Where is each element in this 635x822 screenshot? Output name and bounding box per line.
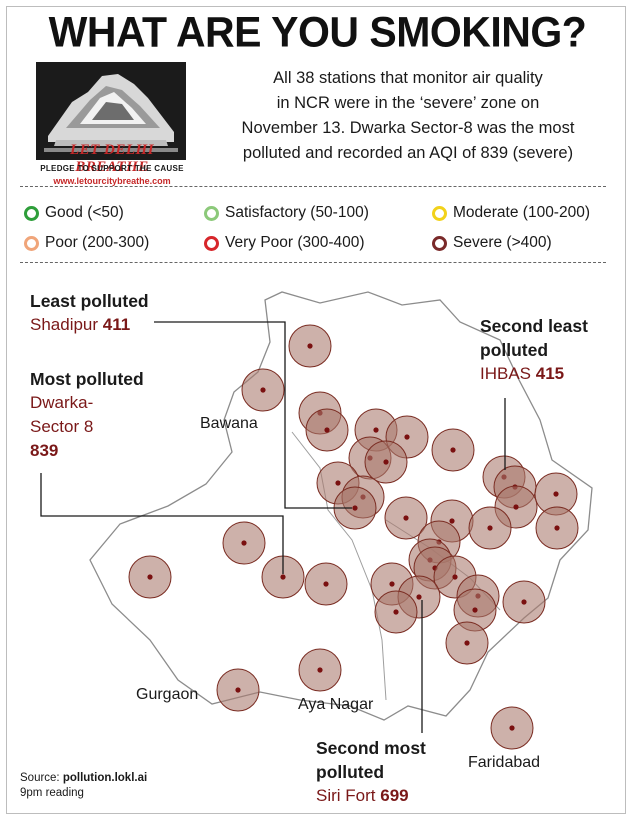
campaign-tagline: LET DELHI BREATHE <box>69 142 155 175</box>
legend-item-poor: Poor (200-300) <box>24 234 149 252</box>
legend-swatch-poor <box>24 235 39 251</box>
source-site: pollution.lokl.ai <box>62 772 148 784</box>
station-marker <box>128 555 172 599</box>
legend-label: Poor (200-300) <box>45 234 150 251</box>
headline: WHAT ARE YOU SMOKING? <box>48 7 587 57</box>
legend-label: Very Poor (300-400) <box>225 234 365 251</box>
station-marker <box>445 621 489 665</box>
source-label: Source: <box>20 772 60 784</box>
station-name: Siri Fort <box>316 786 376 805</box>
station-marker <box>298 648 342 692</box>
place-label-faridabad: Faridabad <box>468 754 541 771</box>
station-marker <box>305 408 349 452</box>
place-label-bawana: Bawana <box>200 415 258 432</box>
legend-label: Severe (>400) <box>453 234 552 251</box>
leader-line-most <box>40 473 284 574</box>
legend-label: Satisfactory (50-100) <box>225 204 369 221</box>
station-name: Shadipur <box>30 315 99 334</box>
legend-swatch-satisfactory <box>204 205 219 221</box>
leader-line-least <box>154 321 352 509</box>
legend-label: Good (<50) <box>45 204 124 221</box>
station-marker <box>216 668 260 712</box>
callout-second-least-polluted: Second least polluted IHBAS 415 <box>480 314 588 386</box>
station-marker <box>364 440 408 484</box>
callout-station: IHBAS 415 <box>480 362 588 386</box>
callout-station-line: Sector 8 <box>30 417 94 436</box>
campaign-logo <box>36 62 186 160</box>
station-marker <box>535 506 579 550</box>
callout-category: Second most <box>316 738 426 758</box>
legend-label: Moderate (100-200) <box>453 204 590 221</box>
station-aqi: 411 <box>102 315 131 334</box>
source-note: Source: pollution.lokl.ai 9pm reading <box>20 771 147 801</box>
callout-station: Siri Fort 699 <box>316 784 426 808</box>
station-marker <box>374 590 418 634</box>
legend-item-good: Good (<50) <box>24 204 124 222</box>
legend-swatch-good <box>24 205 39 221</box>
callout-category: Least polluted <box>30 291 149 311</box>
station-name: IHBAS <box>480 364 532 383</box>
callout-category: Most polluted <box>30 369 144 389</box>
callout-category: polluted <box>480 340 549 360</box>
callout-second-most-polluted: Second most polluted Siri Fort 699 <box>316 736 426 808</box>
place-label-gurgaon: Gurgaon <box>136 686 199 703</box>
intro-line: polluted and recorded an AQI of 839 (sev… <box>242 144 574 162</box>
legend-swatch-severe <box>432 235 447 251</box>
reading-time: 9pm reading <box>20 787 84 799</box>
station-marker <box>431 428 475 472</box>
callout-station: Shadipur 411 <box>30 313 149 337</box>
callout-category: Second least <box>480 316 588 336</box>
legend-swatch-very-poor <box>204 235 219 251</box>
station-marker <box>288 324 332 368</box>
divider-top <box>20 186 606 187</box>
campaign-pledge: PLEDGE TO SUPPORT THE CAUSE <box>40 164 184 173</box>
station-marker <box>534 472 578 516</box>
callout-category: polluted <box>316 762 385 782</box>
divider-bottom <box>20 262 606 263</box>
station-aqi: 699 <box>380 786 409 805</box>
place-label-aya-nagar: Aya Nagar <box>298 696 374 713</box>
intro-line: November 13. Dwarka Sector-8 was the mos… <box>241 119 575 137</box>
intro-line: in NCR were in the ‘severe’ zone on <box>276 94 540 112</box>
station-marker <box>384 496 428 540</box>
station-marker <box>490 706 534 750</box>
station-marker <box>304 562 348 606</box>
station-marker <box>502 580 546 624</box>
station-marker <box>468 506 512 550</box>
station-marker <box>222 521 266 565</box>
legend-swatch-moderate <box>432 205 447 221</box>
station-marker <box>241 368 285 412</box>
campaign-url: www.letourcitybreathe.com <box>53 176 171 186</box>
intro-text: All 38 stations that monitor air quality… <box>208 66 608 166</box>
leader-lines <box>40 321 506 733</box>
district-border <box>291 431 387 701</box>
callout-least-polluted: Least polluted Shadipur 411 <box>30 289 149 337</box>
intro-line: All 38 stations that monitor air quality <box>273 69 543 87</box>
legend-item-moderate: Moderate (100-200) <box>432 204 590 222</box>
monument-illustration <box>36 62 186 160</box>
graphic-frame <box>6 6 626 814</box>
callout-station-line: Dwarka- <box>30 393 94 412</box>
legend-item-satisfactory: Satisfactory (50-100) <box>204 204 369 222</box>
callout-most-polluted: Most polluted Dwarka- Sector 8 839 <box>30 367 144 463</box>
legend-item-severe: Severe (>400) <box>432 234 552 252</box>
ncr-boundary <box>89 291 593 721</box>
station-markers <box>128 324 579 750</box>
station-aqi: 415 <box>535 364 565 383</box>
station-aqi: 839 <box>30 441 59 460</box>
legend-item-very-poor: Very Poor (300-400) <box>204 234 365 252</box>
